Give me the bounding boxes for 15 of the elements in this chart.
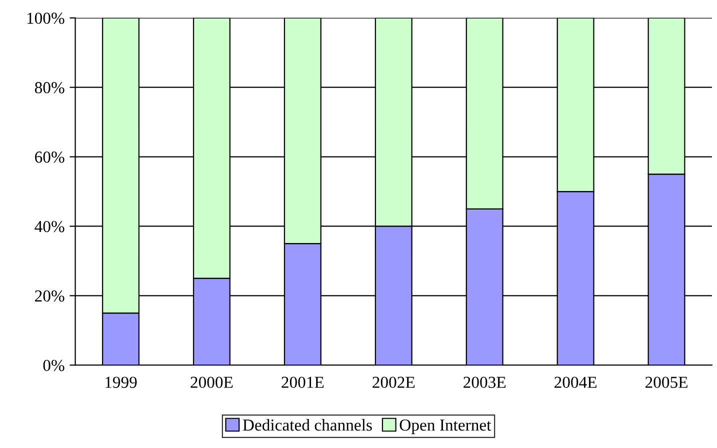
legend-label: Open Internet xyxy=(400,420,492,434)
x-tick-label: 2000E xyxy=(190,376,233,388)
y-tick-label: 40% xyxy=(34,220,64,232)
x-tick-label: 2003E xyxy=(464,376,506,388)
legend-label: Dedicated channels xyxy=(242,418,372,431)
x-tick-label: 2002E xyxy=(372,376,415,388)
y-tick-label: 80% xyxy=(34,82,64,94)
x-tick-label: 2005E xyxy=(645,376,688,388)
y-tick-label: 100% xyxy=(27,12,64,24)
y-tick-label: 20% xyxy=(35,290,64,302)
x-tick-label: 2004E xyxy=(554,376,596,388)
x-tick-label: 2001E xyxy=(282,376,324,388)
y-tick-label: 0% xyxy=(43,360,64,372)
x-tick-label: 1999 xyxy=(106,376,137,388)
y-tick-label: 60% xyxy=(35,152,64,163)
